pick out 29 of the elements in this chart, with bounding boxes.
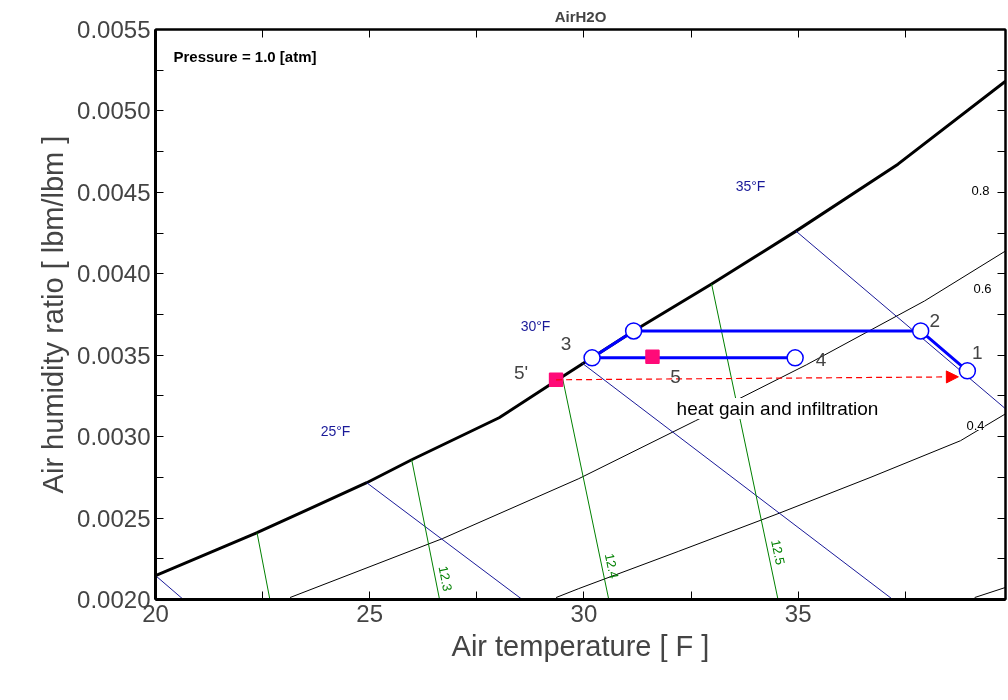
y-tick-label: 0.0050 bbox=[77, 97, 151, 125]
annotation: heat gain and infiltration bbox=[676, 398, 879, 419]
annotation: 3 bbox=[560, 333, 572, 355]
y-tick-label: 0.0045 bbox=[77, 178, 151, 206]
annotation: 25°F bbox=[320, 422, 351, 439]
x-tick-label: 25 bbox=[356, 599, 384, 627]
annotation: 1 bbox=[972, 342, 983, 364]
annotation: 5' bbox=[513, 362, 529, 384]
text: 12.4 bbox=[601, 552, 622, 580]
y-tick-label: 0.0025 bbox=[77, 504, 151, 532]
x-tick-label: 35 bbox=[784, 599, 812, 627]
annotation: 0.8 bbox=[971, 183, 990, 198]
y-tick-label: 0.0035 bbox=[77, 341, 151, 369]
chart-title: AirH2O bbox=[554, 7, 607, 25]
annotation: 0.4 bbox=[966, 418, 985, 433]
text: 12.5 bbox=[768, 538, 788, 567]
text: 12.3 bbox=[435, 564, 456, 593]
y-tick-label: 0.0055 bbox=[77, 16, 151, 43]
annotation: 0.6 bbox=[973, 281, 992, 296]
y-tick-label: 0.0030 bbox=[77, 423, 151, 451]
annotation: 2 bbox=[929, 310, 940, 332]
annotation: 35°F bbox=[735, 177, 766, 194]
x-axis-title: Air temperature [ F ] bbox=[451, 629, 710, 662]
annotation: 5 bbox=[670, 366, 681, 388]
y-tick-label: 0.0040 bbox=[77, 260, 151, 288]
annotation: Pressure = 1.0 [atm] bbox=[173, 48, 317, 65]
x-tick-label: 30 bbox=[570, 599, 598, 627]
y-axis-title: Air humidity ratio [ lbm/lbm ] bbox=[37, 135, 70, 494]
annotation: 30°F bbox=[520, 317, 551, 334]
